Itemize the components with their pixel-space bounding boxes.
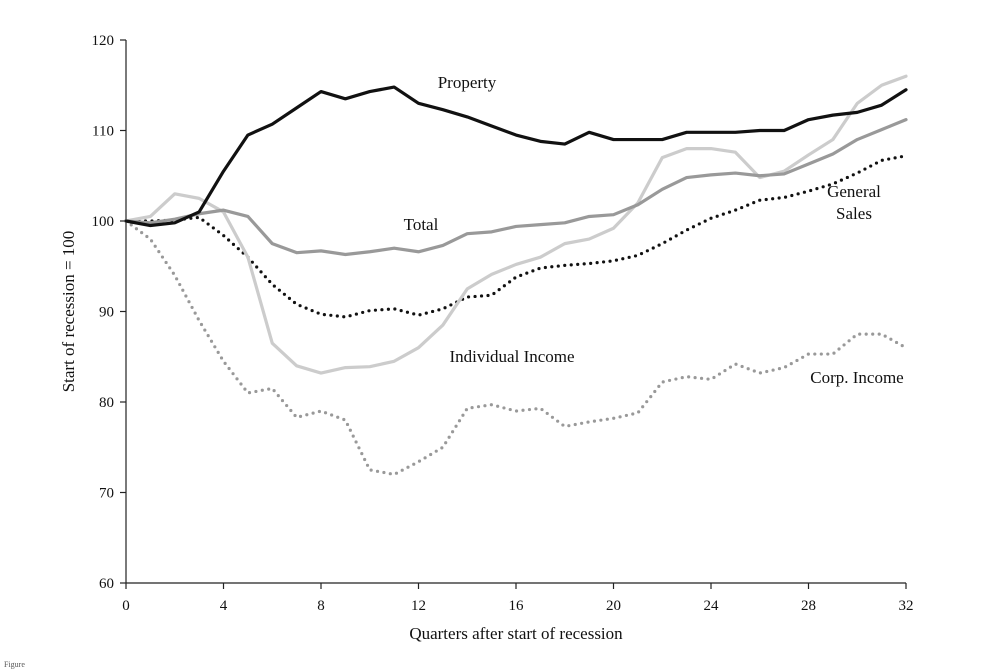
x-axis-title: Quarters after start of recession xyxy=(409,624,623,643)
y-tick-label: 80 xyxy=(99,395,114,411)
y-tick-label: 110 xyxy=(92,124,114,140)
series-line-general-sales xyxy=(124,154,908,319)
y-tick-label: 120 xyxy=(92,33,115,49)
figure-caption-fragment: Figure xyxy=(4,660,25,669)
series-label-general-sales: General Sales xyxy=(827,182,881,223)
series-label-individual-income: Individual Income xyxy=(449,347,574,366)
x-tick-label: 0 xyxy=(122,598,130,614)
x-tick-label: 4 xyxy=(220,598,228,614)
y-tick-label: 90 xyxy=(99,305,114,321)
x-tick-label: 16 xyxy=(509,598,525,614)
x-tick-label: 20 xyxy=(606,598,621,614)
y-tick-label: 70 xyxy=(99,486,114,502)
series-label-property: Property xyxy=(438,73,497,92)
series-line-total xyxy=(124,118,908,257)
x-tick-label: 24 xyxy=(704,598,720,614)
x-tick-label: 12 xyxy=(411,598,426,614)
series-line-property xyxy=(124,85,908,228)
x-tick-label: 28 xyxy=(801,598,816,614)
y-axis-title: Start of recession = 100 xyxy=(59,231,78,393)
series-line-corp-income xyxy=(124,219,908,476)
x-tick-label: 8 xyxy=(317,598,325,614)
y-tick-label: 60 xyxy=(99,576,114,592)
series-label-total: Total xyxy=(404,215,439,234)
series-line-individual-income xyxy=(124,74,908,375)
x-tick-label: 32 xyxy=(899,598,914,614)
series-label-corp-income: Corp. Income xyxy=(810,368,903,387)
y-tick-label: 100 xyxy=(92,214,115,230)
